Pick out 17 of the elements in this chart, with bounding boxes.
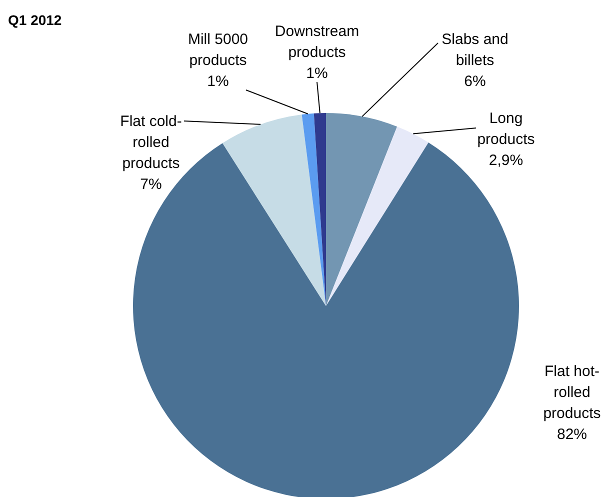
slice-label: Downstream products [274,23,360,61]
slice-label: Flat cold- rolled products [120,113,182,172]
data-label: 1% [207,73,229,90]
pie-slice [326,113,398,306]
slice-label: Mill 5000 products [188,31,248,69]
slice-label: Long products [477,110,535,148]
data-label: 82% [556,426,588,443]
pie-slice [222,114,326,306]
pie-slice [302,113,326,306]
data-label: 1% [306,65,328,82]
slice-label: Flat hot- rolled products [543,363,601,422]
data-label: 7% [140,176,162,193]
data-label: 6% [464,73,486,90]
chart-title: Q1 2012 [8,12,62,28]
slice-label: Slabs and billets [442,31,508,69]
data-label: 2,9% [488,152,524,169]
pie-slice [326,126,428,306]
